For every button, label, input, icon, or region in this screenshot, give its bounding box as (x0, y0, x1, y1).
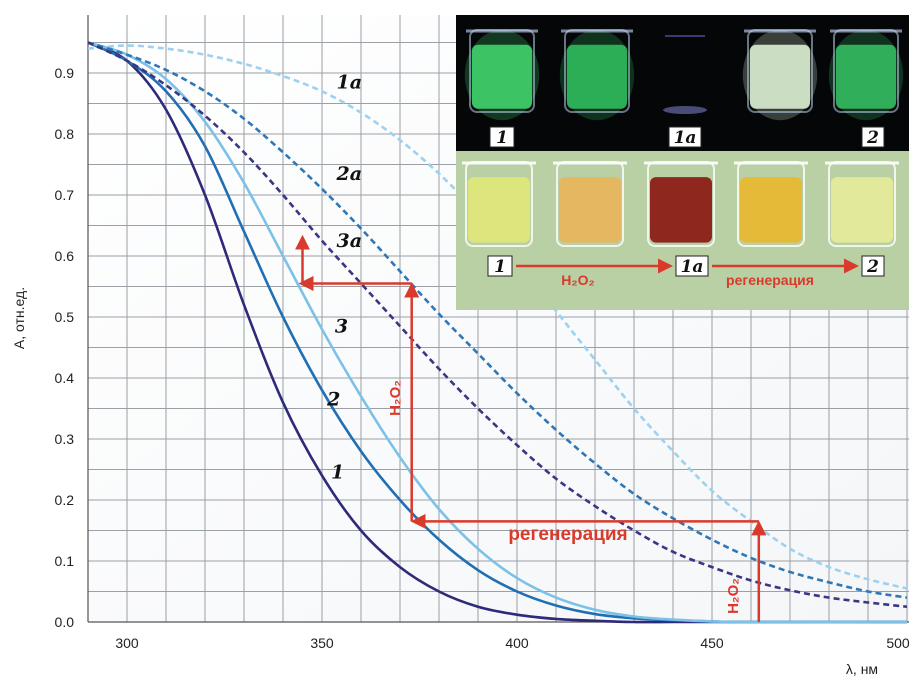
beaker-liquid (472, 44, 532, 109)
visible-label-1a: 1a (675, 255, 709, 277)
x-tick-label: 500 (886, 635, 910, 651)
x-tick-labels: 300 350 400 450 500 (115, 635, 910, 651)
fluorescence-beaker (559, 29, 635, 121)
visible-beaker (734, 161, 808, 247)
curve-3 (87, 41, 908, 624)
photo-inset: 1 1a 2 1 1a 2 H₂O₂ регенерация (456, 15, 909, 310)
x-tick-label: 350 (310, 635, 334, 651)
beaker-liquid (650, 177, 712, 243)
fluorescence-beaker (464, 29, 540, 121)
y-tick-label: 0.6 (55, 248, 75, 264)
visible-beaker (825, 161, 899, 247)
beaker-empty-fluo (663, 106, 707, 114)
y-tick-label: 0.2 (55, 492, 75, 508)
svg-text:2: 2 (866, 257, 879, 277)
fluorescence-label-2: 2 (861, 126, 885, 148)
inset-h2o2-label: H₂O₂ (561, 272, 594, 288)
beaker-liquid (567, 44, 627, 109)
y-tick-label: 0.8 (55, 126, 75, 142)
curve-2a (87, 41, 908, 599)
x-axis-label: λ, нм (846, 661, 878, 677)
fluorescence-beaker (828, 29, 904, 121)
inset-regeneration-label: регенерация (726, 272, 814, 288)
y-tick-label: 0.7 (55, 187, 75, 203)
visible-label-1: 1 (487, 255, 513, 277)
curve-label-2a: 2a (336, 163, 363, 185)
svg-text:1: 1 (494, 257, 506, 277)
y-tick-label: 0.3 (55, 431, 75, 447)
curve-3a (87, 41, 908, 609)
h2o2-label-low: H₂O₂ (725, 578, 742, 614)
curve-label-3: 3 (335, 315, 348, 337)
visible-beakers (462, 161, 899, 247)
y-tick-labels: 0.0 0.1 0.2 0.3 0.4 0.5 0.6 0.7 0.8 0.9 (55, 65, 75, 630)
beaker-liquid (836, 44, 896, 109)
y-axis-label: A, отн.ед. (11, 287, 27, 349)
visible-beaker (462, 161, 536, 247)
curve-labels: 1a 2a 3a 3 2 1 (326, 71, 362, 483)
visible-beaker (644, 161, 718, 247)
beaker-liquid (740, 177, 802, 243)
curve-1 (87, 41, 907, 624)
x-tick-label: 300 (115, 635, 139, 651)
svg-text:1: 1 (496, 128, 508, 148)
y-tick-label: 0.1 (55, 553, 75, 569)
y-tick-label: 0.5 (55, 309, 75, 325)
curve-label-1a: 1a (337, 71, 363, 93)
svg-text:2: 2 (866, 128, 879, 148)
beaker-liquid (468, 177, 530, 243)
visible-beaker (553, 161, 627, 247)
fluorescence-label-1a: 1a (668, 126, 702, 148)
fluorescence-beaker (742, 29, 818, 121)
svg-text:1a: 1a (674, 128, 697, 148)
beaker-liquid (750, 44, 810, 109)
fluorescence-beakers (464, 29, 904, 121)
svg-text:1a: 1a (681, 257, 704, 277)
curve-label-1: 1 (331, 462, 344, 484)
x-tick-label: 400 (505, 635, 529, 651)
y-tick-label: 0.0 (55, 614, 75, 630)
regeneration-label: регенерация (508, 524, 627, 545)
curve-label-3a: 3a (337, 230, 363, 252)
curve-label-2: 2 (326, 388, 340, 410)
x-tick-label: 450 (700, 635, 724, 651)
y-tick-label: 0.4 (55, 370, 75, 386)
beaker-liquid (831, 177, 893, 243)
red-arrows (295, 234, 767, 622)
visible-label-2: 2 (861, 255, 885, 277)
fluorescence-label-1: 1 (489, 126, 515, 148)
beaker-liquid (559, 177, 621, 243)
h2o2-label-high: H₂O₂ (387, 380, 404, 416)
y-tick-label: 0.9 (55, 65, 75, 81)
